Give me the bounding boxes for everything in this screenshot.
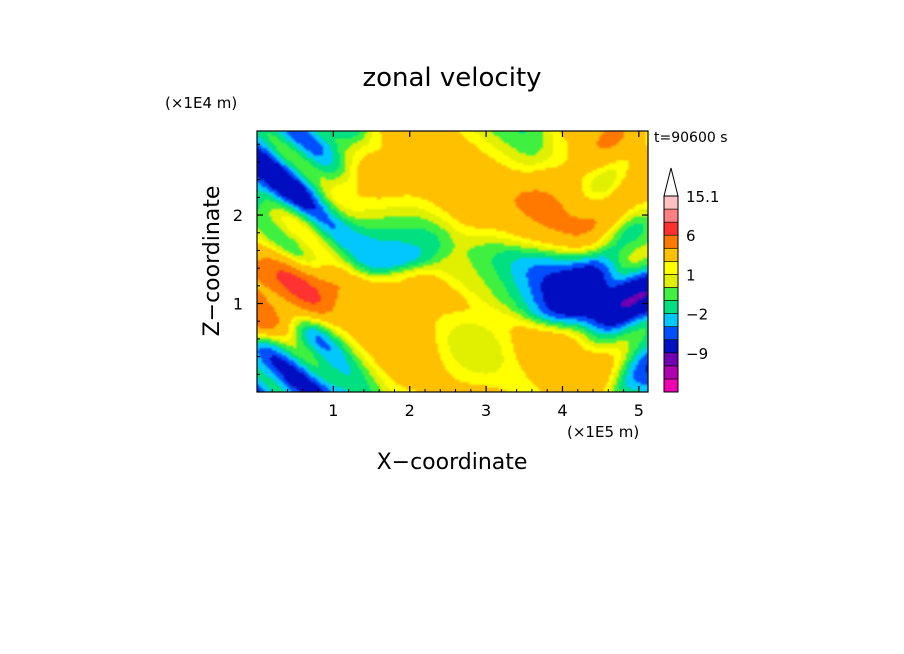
colorbar-segment [663, 208, 679, 223]
colorbar-segment [663, 195, 679, 210]
colorbar: 15.1 6 1 −2 −9 [663, 167, 719, 393]
colorbar-segment [663, 313, 679, 327]
colorbar-label: 15.1 [686, 188, 719, 206]
colorbar-segment [663, 352, 679, 367]
colorbar-label: −2 [686, 306, 708, 324]
time-label: t=90600 s [654, 130, 728, 146]
x-tick-label: 3 [481, 401, 491, 420]
colorbar-label: −9 [686, 345, 708, 363]
colorbar-segment [663, 326, 679, 341]
colorbar-segment [663, 300, 679, 314]
colorbar-segment [663, 378, 679, 393]
heatmap-field [257, 131, 648, 392]
plot-frame [256, 130, 649, 393]
colorbar-segment [663, 221, 679, 236]
x-tick-label: 1 [328, 401, 338, 420]
colorbar-label: 6 [686, 227, 696, 245]
y-tick-label: 2 [233, 206, 243, 225]
x-axis-label: X−coordinate [377, 450, 528, 475]
colorbar-frame [663, 195, 679, 393]
heatmap-image [257, 131, 648, 392]
x-tick-label: 5 [634, 401, 644, 420]
y-axis-label: Z−coordinate [200, 186, 225, 337]
colorbar-segment [663, 274, 679, 288]
x-scale-label: (×1E5 m) [567, 423, 639, 441]
colorbar-segment [663, 365, 679, 380]
colorbar-segment [663, 261, 679, 275]
x-tick-label: 4 [557, 401, 567, 420]
x-axis-ticks: 1 2 3 4 5 [271, 131, 644, 420]
colorbar-segment [663, 234, 679, 249]
colorbar-extension [663, 167, 679, 197]
colorbar-segment [663, 287, 679, 301]
y-tick-label: 1 [233, 295, 243, 314]
y-axis-ticks: 12 [233, 143, 648, 375]
colorbar-label: 1 [686, 266, 696, 284]
chart-title: zonal velocity [362, 63, 541, 93]
x-tick-label: 2 [405, 401, 415, 420]
colorbar-segment [663, 339, 679, 354]
y-scale-label: (×1E4 m) [165, 94, 237, 112]
colorbar-segment [663, 247, 679, 262]
